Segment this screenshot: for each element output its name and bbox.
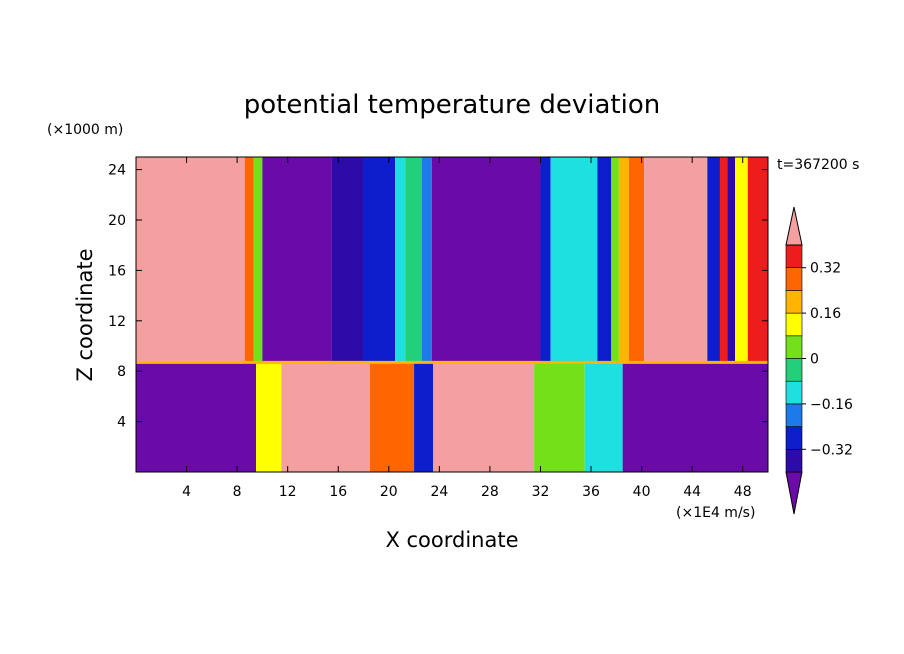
x-tick-label: 20 [380,484,398,500]
upper-field-cell [597,157,612,363]
colorbar-swatch [785,290,803,314]
x-tick-label: 28 [481,484,499,500]
x-tick-label: 8 [233,484,242,500]
upper-field-cell [747,157,768,363]
colorbar-min-triangle [785,471,803,515]
lower-field-cell [136,362,257,472]
x-tick-label: 32 [532,484,550,500]
chart-title: potential temperature deviation [244,90,660,120]
lower-field-cell [414,362,434,472]
y-tick-label: 16 [108,263,126,279]
colorbar-swatch [785,244,803,269]
upper-field-cell [262,157,332,363]
upper-field-cell [727,157,736,363]
x-axis: 4 8 12 16 20 24 28 32 36 40 44 48 [182,157,752,500]
upper-field-cell [136,157,245,363]
y-unit-label: (×1000 m) [47,122,123,138]
colorbar-swatch [785,358,803,382]
upper-field-cell [363,157,396,363]
y-tick-label: 24 [108,163,126,179]
upper-field-cell [719,157,728,363]
y-tick-label: 20 [108,213,126,229]
x-tick-label: 24 [430,484,448,500]
colorbar-swatch [785,380,803,405]
upper-field-cell [253,157,263,363]
upper-field-cell [405,157,422,363]
upper-field-cell [421,157,432,363]
y-axis-label: Z coordinate [73,248,97,381]
upper-field-cell [707,157,720,363]
x-unit-label: (×1E4 m/s) [676,505,755,521]
x-tick-label: 44 [683,484,701,500]
upper-field-cell [644,157,708,363]
upper-field-cell [395,157,406,363]
x-tick-label: 40 [633,484,651,500]
lower-field-cell [622,362,768,472]
upper-field-cell [540,157,551,363]
upper-field-cell [431,157,541,363]
colorbar: 0.32 0.16 0 −0.16 −0.32 [785,206,853,515]
lower-field-cell [281,362,370,472]
upper-field-cell [331,157,364,363]
upper-field-cell [618,157,629,363]
upper-field-cell [611,157,619,363]
x-tick-label: 36 [582,484,600,500]
colorbar-swatch [785,426,803,450]
y-tick-label: 4 [117,415,126,431]
colorbar-tick-label: −0.16 [810,397,853,413]
plot-area [135,156,769,473]
colorbar-tick-label: 0 [810,352,819,368]
upper-field-cell [550,157,598,363]
upper-field-cell [735,157,748,363]
lower-field-cell [256,362,282,472]
y-tick-label: 12 [108,314,126,330]
colorbar-swatch [785,403,803,427]
y-tick-label: 8 [117,364,126,380]
x-tick-label: 48 [734,484,752,500]
colorbar-swatch [785,335,803,359]
colorbar-tick-label: −0.32 [810,442,853,458]
plot-frame [135,156,769,473]
x-tick-label: 12 [279,484,297,500]
lower-field-cell [534,362,585,472]
colorbar-swatch [785,448,803,473]
lower-field-cell [369,362,415,472]
upper-field-cell [244,157,254,363]
x-tick-label: 16 [329,484,347,500]
colorbar-max-triangle [785,206,803,246]
time-label: t=367200 s [777,157,859,173]
colorbar-tick-label: 0.32 [810,261,841,277]
lower-field-cell [433,362,535,472]
colorbar-swatch [785,267,803,291]
lower-field-cell [584,362,623,472]
colorbar-tick-label: 0.16 [810,306,841,322]
x-axis-label: X coordinate [385,528,518,552]
interface-band [136,360,768,364]
upper-field-cell [628,157,645,363]
y-axis: 4 8 12 16 20 24 [108,163,768,431]
colorbar-swatch [785,312,803,337]
x-tick-label: 4 [182,484,191,500]
